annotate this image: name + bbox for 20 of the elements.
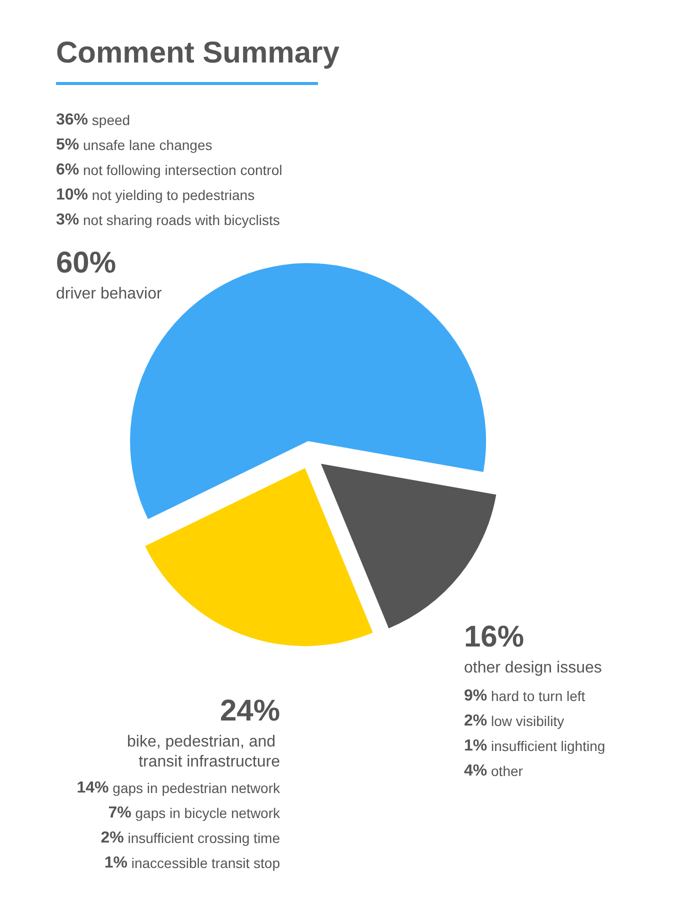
text: 2% low visibility — [464, 712, 564, 730]
data-label: 60% — [56, 246, 116, 280]
text: 7% gaps in bicycle network — [108, 804, 280, 822]
chart-title: Comment Summary — [56, 36, 340, 70]
text: 36% speed — [56, 112, 130, 128]
slice-label: driver behavior — [56, 286, 162, 302]
slice-label: bike, pedestrian, and transit infrastructure — [127, 734, 280, 770]
text: 3% not sharing roads with bicyclists — [56, 212, 280, 228]
text: 2% insufficient crossing time — [100, 830, 280, 846]
text: 6% not following intersection control — [56, 162, 282, 178]
data-label: 24% — [220, 694, 280, 728]
text: 14% gaps in pedestrian network — [76, 780, 280, 796]
text: 1% inaccessible transit stop — [104, 854, 280, 872]
text: 1% insufficient lighting — [464, 738, 606, 754]
text: 5% unsafe lane changes — [56, 136, 212, 154]
text: 4% other — [464, 762, 523, 780]
slice-label: other design issues — [464, 660, 602, 676]
text: 10% not yielding to pedestrians — [56, 186, 255, 204]
text: 9% hard to turn left — [464, 688, 586, 704]
data-label: 16% — [464, 620, 524, 654]
